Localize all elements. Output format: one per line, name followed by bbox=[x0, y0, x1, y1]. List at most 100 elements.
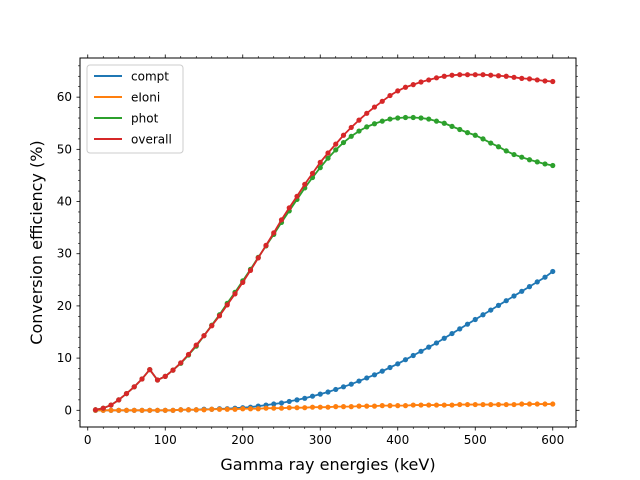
data-point bbox=[457, 326, 463, 332]
data-point bbox=[333, 141, 339, 147]
data-point bbox=[193, 407, 199, 413]
x-tick-label: 200 bbox=[231, 433, 254, 447]
data-point bbox=[550, 162, 556, 169]
data-point bbox=[488, 140, 494, 146]
data-point bbox=[410, 82, 416, 88]
x-tick-label: 300 bbox=[309, 433, 332, 447]
data-point bbox=[457, 126, 463, 133]
data-point bbox=[147, 366, 153, 373]
data-point bbox=[480, 136, 486, 142]
data-point bbox=[216, 406, 223, 412]
data-point bbox=[441, 73, 447, 79]
data-point bbox=[495, 401, 502, 408]
data-point bbox=[410, 402, 416, 408]
y-tick-label: 60 bbox=[57, 90, 72, 104]
data-point bbox=[550, 78, 556, 85]
data-point bbox=[495, 144, 502, 150]
data-point bbox=[395, 88, 401, 94]
legend-label: eIoni bbox=[131, 91, 160, 105]
data-point bbox=[519, 401, 525, 407]
data-point bbox=[472, 316, 478, 323]
data-point bbox=[278, 217, 285, 223]
data-point bbox=[348, 133, 354, 139]
data-point bbox=[108, 402, 114, 408]
x-tick-label: 100 bbox=[154, 433, 177, 447]
data-point bbox=[364, 403, 370, 409]
data-point bbox=[464, 401, 471, 408]
data-point bbox=[441, 335, 447, 341]
data-point bbox=[426, 77, 432, 83]
data-point bbox=[511, 74, 517, 80]
data-point bbox=[247, 406, 254, 412]
legend-label: overall bbox=[131, 133, 172, 147]
data-point bbox=[441, 120, 447, 126]
series-overall bbox=[92, 72, 556, 413]
data-point bbox=[488, 307, 494, 313]
data-point bbox=[418, 115, 424, 121]
y-tick-label: 50 bbox=[57, 142, 72, 156]
data-point bbox=[503, 298, 509, 304]
y-tick-label: 0 bbox=[64, 403, 72, 417]
data-point bbox=[449, 330, 455, 337]
data-point bbox=[162, 373, 168, 379]
data-point bbox=[147, 407, 153, 413]
x-tick-label: 400 bbox=[386, 433, 409, 447]
data-point bbox=[162, 407, 168, 413]
data-point bbox=[387, 116, 393, 122]
data-point bbox=[519, 288, 525, 294]
x-tick-label: 600 bbox=[541, 433, 564, 447]
data-point bbox=[123, 407, 130, 413]
data-point bbox=[472, 132, 478, 138]
data-point bbox=[534, 279, 540, 285]
data-point bbox=[449, 123, 455, 129]
data-point bbox=[426, 402, 432, 408]
data-point bbox=[364, 375, 370, 381]
data-point bbox=[232, 291, 238, 297]
data-point bbox=[340, 404, 347, 410]
data-point bbox=[480, 312, 486, 318]
data-point bbox=[309, 404, 316, 410]
data-point bbox=[356, 117, 362, 123]
data-point bbox=[402, 403, 409, 409]
y-axis-title: Conversion efficiency (%) bbox=[27, 140, 46, 344]
data-point bbox=[317, 159, 323, 165]
data-point bbox=[395, 361, 401, 367]
data-point bbox=[185, 407, 192, 413]
data-point bbox=[457, 401, 463, 408]
y-tick-label: 20 bbox=[57, 299, 72, 313]
data-point bbox=[356, 403, 362, 409]
data-point bbox=[410, 114, 416, 121]
data-point bbox=[302, 395, 308, 401]
legend: compt eIoni phot overall bbox=[86, 64, 184, 154]
data-point bbox=[325, 155, 331, 161]
data-point bbox=[379, 118, 385, 124]
data-point bbox=[542, 274, 548, 280]
data-point bbox=[193, 342, 199, 348]
data-point bbox=[255, 406, 261, 412]
data-point bbox=[131, 384, 137, 390]
data-point bbox=[240, 406, 246, 412]
data-point bbox=[464, 72, 471, 78]
data-point bbox=[232, 406, 238, 412]
data-point bbox=[185, 351, 192, 358]
data-point bbox=[364, 110, 370, 116]
data-point bbox=[526, 401, 533, 407]
data-point bbox=[395, 115, 401, 121]
data-point bbox=[201, 407, 207, 413]
data-point bbox=[464, 321, 471, 327]
data-point bbox=[371, 104, 378, 110]
data-point bbox=[224, 302, 230, 308]
data-point bbox=[263, 242, 269, 248]
data-point bbox=[302, 181, 308, 187]
data-point bbox=[433, 75, 440, 81]
data-point bbox=[426, 344, 432, 350]
data-point bbox=[116, 397, 122, 403]
series-layer bbox=[92, 72, 556, 413]
data-point bbox=[418, 79, 424, 85]
data-point bbox=[255, 255, 261, 261]
legend-label: phot bbox=[131, 112, 159, 126]
data-point bbox=[309, 393, 316, 399]
data-point bbox=[511, 401, 517, 408]
data-point bbox=[309, 170, 316, 176]
data-point bbox=[340, 139, 347, 146]
